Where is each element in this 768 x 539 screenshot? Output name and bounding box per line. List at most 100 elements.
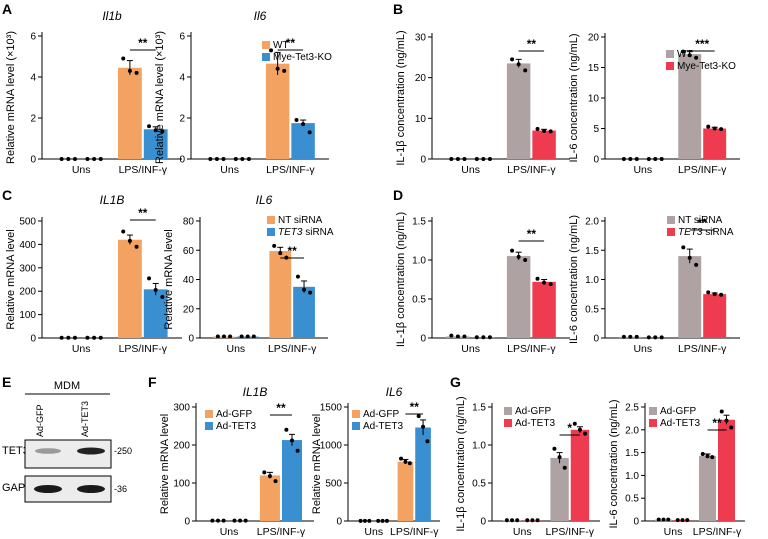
y-tick-label: 15	[588, 63, 600, 74]
legend-label: Ad-TET3	[660, 418, 700, 429]
bar-mye-tet3-ko	[532, 130, 556, 159]
data-point	[535, 518, 540, 523]
significance-marker: **	[286, 36, 296, 50]
legend-swatch	[667, 216, 675, 224]
data-point	[687, 53, 692, 58]
y-tick-label: 100	[19, 310, 36, 321]
data-point	[653, 335, 658, 340]
data-point	[153, 128, 158, 133]
western-mw-tet3: -250	[114, 446, 132, 456]
data-point	[710, 455, 715, 460]
bar-ad-tet3	[281, 440, 303, 521]
data-point	[92, 157, 97, 161]
data-point	[66, 335, 71, 340]
legend-swatch	[205, 422, 213, 430]
data-point	[659, 335, 664, 340]
western-mw-gapdh: -36	[114, 484, 127, 494]
data-point	[694, 55, 699, 60]
data-point	[510, 518, 515, 523]
data-point	[147, 276, 152, 281]
x-category-label: Uns	[633, 343, 652, 355]
data-point	[121, 56, 126, 61]
y-axis-label: Relative mRNA level	[311, 414, 323, 514]
x-category-label: Uns	[364, 526, 383, 538]
y-tick-label: 0	[593, 334, 599, 345]
bar-nt-sirna	[678, 256, 702, 338]
data-point	[308, 290, 313, 295]
data-point	[681, 245, 686, 250]
data-point	[621, 334, 626, 339]
data-point	[221, 334, 226, 339]
western-blot: MDM Ad-GFP Ad-TET3 TET3 GAPDH -250 -36	[2, 380, 132, 503]
legend-label-gene: TET3	[278, 227, 303, 238]
data-point	[134, 70, 139, 75]
data-point	[719, 127, 724, 132]
y-tick-label: 100	[173, 479, 190, 490]
data-point	[646, 335, 651, 340]
y-tick-label: 1.0	[472, 441, 486, 452]
significance-marker: **	[138, 36, 148, 50]
chart-title: IL1B	[100, 193, 125, 207]
data-point	[562, 465, 567, 470]
data-point	[59, 335, 64, 340]
data-point	[210, 518, 215, 523]
data-point	[301, 122, 306, 127]
data-point	[134, 244, 139, 249]
data-point	[462, 334, 467, 339]
y-tick-label: 1500	[320, 403, 343, 414]
y-tick-label: 0	[184, 517, 190, 528]
chart-title: IL1B	[243, 385, 268, 399]
data-point	[85, 157, 90, 161]
legend-label: WT	[677, 49, 693, 60]
y-axis-label: IL-6 concentration (ng/mL)	[568, 215, 580, 344]
legend-swatch	[262, 53, 270, 61]
data-point	[719, 409, 724, 414]
y-axis-label: IL-6 concentration (ng/mL)	[608, 399, 620, 528]
data-point	[407, 461, 412, 466]
legend-label: NT siRNA	[678, 215, 723, 226]
y-axis-label: Relative mRNA level (×10³)	[5, 31, 17, 164]
data-point	[295, 448, 300, 453]
bar-tet3-sirna	[143, 289, 168, 338]
x-category-label: LPS/INF-γ	[546, 526, 595, 538]
data-point	[455, 157, 460, 161]
y-tick-label: 2	[179, 114, 185, 125]
data-point	[425, 439, 430, 444]
data-point	[421, 424, 426, 429]
y-tick-label: 0	[30, 155, 36, 166]
data-point	[481, 157, 486, 161]
bar-ad-tet3	[415, 427, 431, 521]
y-tick-label: 6	[30, 32, 36, 43]
panel-label-c: C	[2, 187, 12, 203]
band-tet3-ad-tet3	[77, 447, 105, 455]
y-axis-label: IL-1β concentration (ng/mL)	[455, 396, 467, 531]
data-point	[712, 292, 717, 297]
data-point	[85, 335, 90, 340]
legend-label: Ad-GFP	[515, 406, 551, 417]
x-category-label: LPS/INF-γ	[507, 164, 556, 176]
data-point	[278, 251, 283, 256]
data-point	[232, 518, 237, 523]
y-tick-label: 60	[183, 246, 195, 257]
data-point	[272, 243, 277, 248]
data-point	[634, 157, 639, 161]
legend-swatch	[666, 62, 674, 70]
y-axis-label: IL-1β concentration (ng/mL)	[395, 30, 407, 165]
bar-ad-gfp	[397, 461, 414, 521]
data-point	[724, 418, 729, 423]
x-category-label: LPS/INF-γ	[119, 343, 168, 355]
bar-ad-tet3	[570, 429, 590, 521]
data-point	[147, 124, 152, 129]
y-tick-label: 0.5	[412, 295, 426, 306]
y-tick-label: 2	[30, 114, 36, 125]
data-point	[572, 421, 577, 426]
y-tick-label: 2.0	[625, 425, 639, 436]
bar-ad-tet3	[718, 419, 735, 521]
legend-swatch	[262, 41, 270, 49]
data-point	[240, 157, 245, 161]
data-point	[462, 157, 467, 161]
y-tick-label: 0	[188, 334, 194, 345]
y-axis-label: Relative mRNA level (×10³)	[154, 31, 166, 164]
